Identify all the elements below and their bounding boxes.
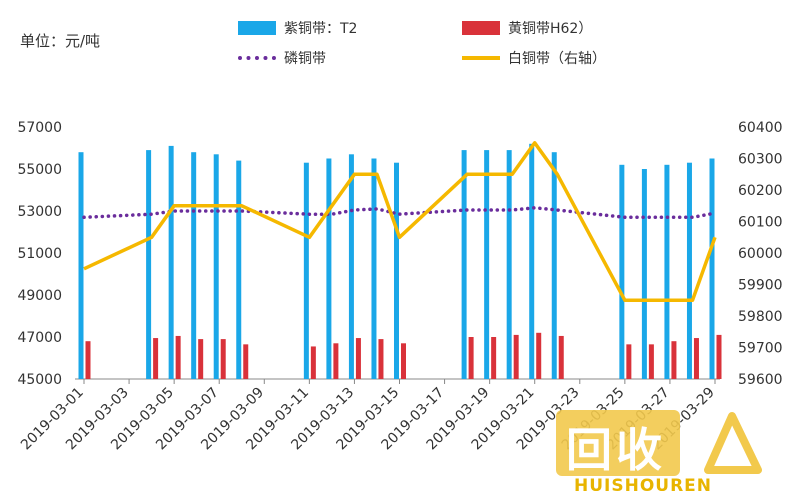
legend-swatch-line-yellow [462,56,500,60]
bar-brass [220,339,226,379]
bar-purple-copper [303,162,309,379]
unit-label: 单位：元/吨 [20,32,101,50]
bar-brass [333,343,339,379]
bar-purple-copper [484,150,490,379]
bar-purple-copper [641,169,647,379]
y-right-tick-label: 59900 [738,278,783,294]
bar-purple-copper [191,152,197,379]
bar-purple-copper [236,160,242,379]
y-right-tick-label: 60200 [738,183,783,199]
legend-label-purple-copper: 紫铜带：T2 [284,21,358,37]
bar-brass [536,332,542,379]
y-right-tick-label: 59600 [738,372,783,388]
bar-brass [716,334,722,379]
watermark-en-text: HUISHOUREN [574,476,713,496]
bar-purple-copper [529,143,535,379]
y-left-tick-label: 49000 [17,288,62,304]
bar-brass [513,334,519,379]
legend-label-phosphor-bronze: 磷铜带 [284,51,326,67]
bar-brass [671,341,677,379]
bar-brass [558,335,564,379]
bar-purple-copper [348,154,354,379]
legend-item-brass: 黄铜带H62） [462,18,592,38]
bar-purple-copper [551,152,557,379]
bar-brass [468,337,474,379]
y-left-tick-label: 51000 [17,246,62,262]
y-left-tick-label: 55000 [17,162,62,178]
bar-brass [491,337,497,379]
bar-purple-copper [146,150,152,379]
legend-swatch-bar-blue [238,21,276,35]
y-left-tick-label: 53000 [17,204,62,220]
bar-brass [85,341,91,379]
bar-purple-copper [78,152,84,379]
y-left-tick-label: 57000 [17,120,62,136]
line-phosphor-bronze [82,206,717,220]
bar-brass [401,343,406,379]
bar-brass [378,339,384,379]
y-left-tick-label: 47000 [17,330,62,346]
bar-brass [355,338,361,379]
bar-purple-copper [709,158,715,379]
watermark-cn-text: 回收 [566,423,666,477]
bar-purple-copper [664,164,670,379]
bar-brass [626,344,632,379]
y-right-tick-label: 60400 [738,120,783,136]
legend-label-white-copper: 白铜带（右轴） [508,51,606,67]
bar-brass [243,344,249,379]
y-right-tick-label: 59800 [738,309,783,325]
y-right-tick-label: 60100 [738,215,783,231]
y-right-tick-label: 59700 [738,341,783,357]
watermark-badge [556,410,680,476]
y-left-tick-label: 45000 [17,372,62,388]
bar-purple-copper [461,150,467,379]
bar-purple-copper [168,145,174,379]
bar-purple-copper [326,158,332,379]
bar-brass [153,338,159,379]
legend-item-phosphor-bronze: 磷铜带 [238,48,326,68]
bar-brass [648,344,654,379]
bar-purple-copper [686,162,692,379]
legend-swatch-bar-red [462,21,500,35]
line-white-copper [83,141,717,303]
bar-brass [310,346,316,379]
bar-purple-copper [371,158,377,379]
legend-item-white-copper: 白铜带（右轴） [462,48,606,68]
bar-purple-copper [213,154,219,379]
legend-swatch-dotted-purple [238,56,276,60]
bar-purple-copper [619,164,625,379]
bar-brass [693,338,699,379]
bar-purple-copper [506,150,512,379]
y-right-tick-label: 60300 [738,152,783,168]
y-right-tick-label: 60000 [738,246,783,262]
leaf-icon [704,412,762,474]
legend-label-brass: 黄铜带H62） [508,21,593,37]
bar-purple-copper [394,162,399,379]
bar-brass [175,335,181,379]
bar-brass [198,339,204,379]
watermark-logo: 回收 HUISHOUREN [548,402,788,498]
legend-item-purple-copper: 紫铜带：T2 [238,18,357,38]
